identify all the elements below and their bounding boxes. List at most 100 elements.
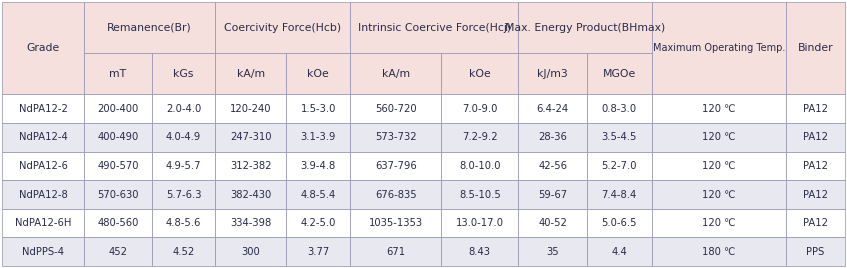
Text: 4.8-5.6: 4.8-5.6	[166, 218, 201, 228]
Text: Coercivity Force(Hcb): Coercivity Force(Hcb)	[224, 23, 341, 33]
Bar	[587, 123, 651, 152]
Bar	[286, 54, 350, 94]
Bar	[786, 152, 845, 180]
Text: Binder: Binder	[798, 43, 833, 53]
Bar	[350, 180, 441, 209]
Text: 3.9-4.8: 3.9-4.8	[301, 161, 336, 171]
Bar	[2, 2, 84, 94]
Text: 570-630: 570-630	[97, 189, 139, 199]
Text: 2.0-4.0: 2.0-4.0	[166, 104, 201, 114]
Text: PA12: PA12	[803, 132, 828, 142]
Bar	[152, 237, 215, 266]
Bar	[286, 180, 350, 209]
Bar	[2, 152, 84, 180]
Bar	[152, 152, 215, 180]
Text: 4.8-5.4: 4.8-5.4	[301, 189, 336, 199]
Text: 120 ℃: 120 ℃	[702, 132, 735, 142]
Bar	[215, 209, 286, 237]
Bar	[152, 180, 215, 209]
Bar	[651, 180, 786, 209]
Bar	[286, 152, 350, 180]
Text: PA12: PA12	[803, 218, 828, 228]
Text: NdPA12-4: NdPA12-4	[19, 132, 67, 142]
Text: 4.52: 4.52	[172, 247, 195, 257]
Text: kJ/m3: kJ/m3	[537, 69, 568, 79]
Bar	[215, 2, 350, 54]
Text: 4.2-5.0: 4.2-5.0	[301, 218, 336, 228]
Bar	[84, 237, 152, 266]
Bar	[587, 152, 651, 180]
Text: 300: 300	[241, 247, 260, 257]
Bar	[84, 152, 152, 180]
Text: 3.5-4.5: 3.5-4.5	[601, 132, 637, 142]
Bar	[84, 94, 152, 123]
Bar	[441, 54, 518, 94]
Text: 560-720: 560-720	[375, 104, 417, 114]
Text: 120 ℃: 120 ℃	[702, 104, 735, 114]
Text: 28-36: 28-36	[538, 132, 567, 142]
Text: 8.43: 8.43	[468, 247, 490, 257]
Bar	[518, 54, 587, 94]
Text: 120-240: 120-240	[230, 104, 271, 114]
Bar	[286, 237, 350, 266]
Text: 452: 452	[108, 247, 128, 257]
Bar	[651, 2, 786, 94]
Text: 382-430: 382-430	[230, 189, 271, 199]
Text: kOe: kOe	[469, 69, 490, 79]
Bar	[587, 180, 651, 209]
Bar	[786, 180, 845, 209]
Bar	[2, 209, 84, 237]
Bar	[518, 2, 651, 54]
Bar	[441, 123, 518, 152]
Bar	[350, 2, 518, 54]
Text: 6.4-24: 6.4-24	[536, 104, 568, 114]
Bar	[350, 54, 441, 94]
Bar	[152, 94, 215, 123]
Bar	[786, 237, 845, 266]
Text: 3.77: 3.77	[307, 247, 329, 257]
Text: mT: mT	[109, 69, 126, 79]
Bar	[518, 209, 587, 237]
Bar	[350, 152, 441, 180]
Text: 7.2-9.2: 7.2-9.2	[462, 132, 498, 142]
Text: 180 ℃: 180 ℃	[702, 247, 735, 257]
Bar	[215, 152, 286, 180]
Text: 8.0-10.0: 8.0-10.0	[459, 161, 501, 171]
Bar	[152, 209, 215, 237]
Text: 573-732: 573-732	[375, 132, 417, 142]
Text: 4.0-4.9: 4.0-4.9	[166, 132, 201, 142]
Bar	[518, 180, 587, 209]
Text: 7.0-9.0: 7.0-9.0	[462, 104, 497, 114]
Text: 676-835: 676-835	[375, 189, 417, 199]
Text: PPS: PPS	[806, 247, 824, 257]
Text: 247-310: 247-310	[230, 132, 271, 142]
Bar	[215, 180, 286, 209]
Bar	[587, 94, 651, 123]
Bar	[651, 123, 786, 152]
Bar	[152, 54, 215, 94]
Bar	[350, 94, 441, 123]
Text: 490-570: 490-570	[97, 161, 139, 171]
Text: PA12: PA12	[803, 189, 828, 199]
Bar	[651, 94, 786, 123]
Bar	[441, 237, 518, 266]
Text: NdPPS-4: NdPPS-4	[22, 247, 64, 257]
Bar	[2, 123, 84, 152]
Text: NdPA12-6H: NdPA12-6H	[14, 218, 71, 228]
Bar	[286, 209, 350, 237]
Text: 4.9-5.7: 4.9-5.7	[166, 161, 202, 171]
Text: 312-382: 312-382	[230, 161, 271, 171]
Text: 480-560: 480-560	[97, 218, 139, 228]
Bar	[518, 94, 587, 123]
Text: 5.0-6.5: 5.0-6.5	[601, 218, 637, 228]
Bar	[651, 209, 786, 237]
Text: Maximum Operating Temp.: Maximum Operating Temp.	[652, 43, 785, 53]
Text: 42-56: 42-56	[538, 161, 567, 171]
Text: NdPA12-6: NdPA12-6	[19, 161, 68, 171]
Bar	[441, 209, 518, 237]
Bar	[441, 180, 518, 209]
Bar	[2, 237, 84, 266]
Text: 671: 671	[386, 247, 405, 257]
Bar	[215, 54, 286, 94]
Text: Grade: Grade	[26, 43, 59, 53]
